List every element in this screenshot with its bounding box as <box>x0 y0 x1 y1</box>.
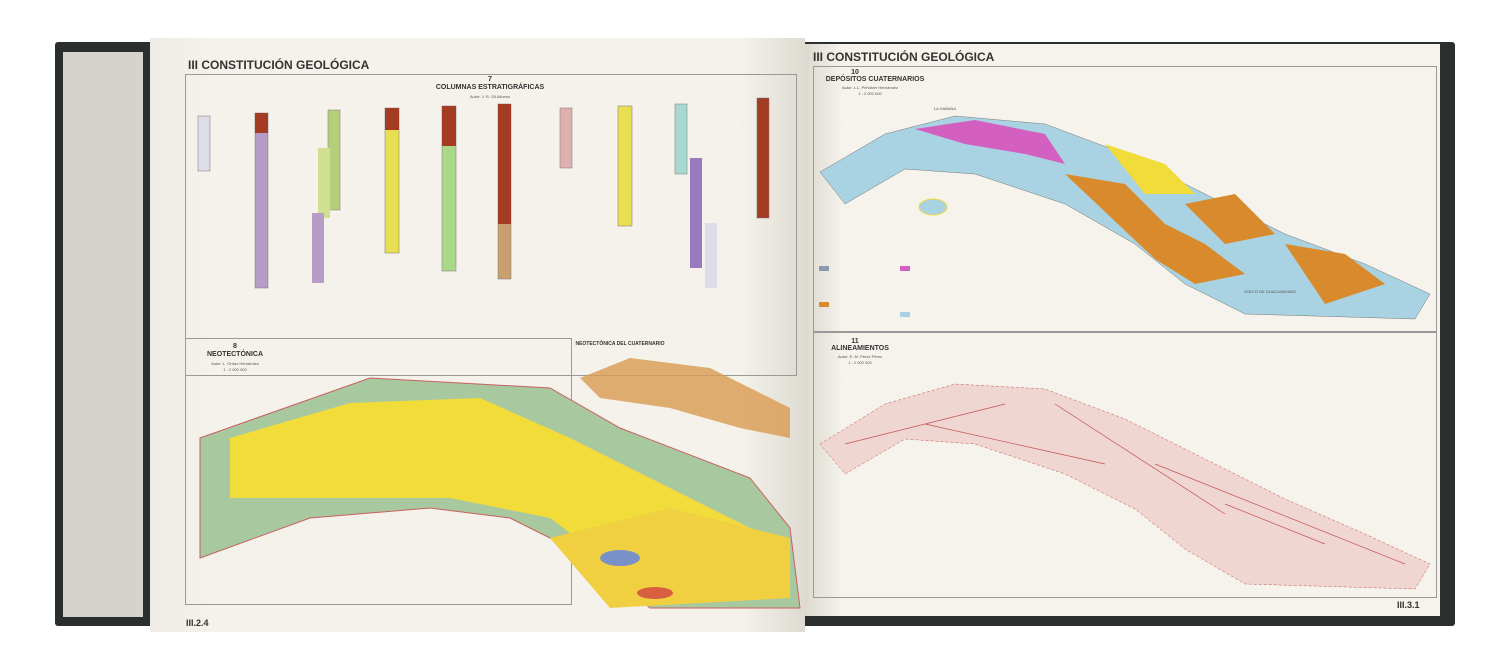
map-title: ALINEAMIENTOS <box>831 345 889 352</box>
alignments-panel <box>813 331 1437 598</box>
page-number: III.3.1 <box>1397 600 1420 610</box>
columns-panel <box>185 74 797 376</box>
right-page: III CONSTITUCIÓN GEOLÓGICA 10 DEPÓSITOS … <box>805 44 1440 616</box>
neotectonics-map <box>199 358 801 609</box>
section-header: III CONSTITUCIÓN GEOLÓGICA <box>813 50 995 64</box>
stratigraphic-columns <box>197 97 770 289</box>
map-number: 8 <box>233 343 237 350</box>
map-number: 7 <box>488 76 492 83</box>
map-number: 10 <box>851 69 859 76</box>
map-scale: 1 : 2 000 000 <box>223 367 247 372</box>
map-number: 11 <box>851 338 859 345</box>
quaternary-map <box>819 115 1431 320</box>
map-title: NEOTECTÓNICA <box>207 351 263 358</box>
map-scale: 1 : 2 000 000 <box>848 360 872 365</box>
place-label: GOLFO DE GUACANAYABO <box>1243 289 1297 294</box>
map-author: Autor: J. R. Gil Alfonso <box>469 94 511 99</box>
page-number: III.2.4 <box>186 618 209 628</box>
quaternary-panel <box>813 66 1437 333</box>
alignments-map <box>819 383 1431 590</box>
left-page: III CONSTITUCIÓN GEOLÓGICA 7 COLUMNAS ES… <box>150 38 805 632</box>
place-label: LA HABANA <box>933 106 957 111</box>
map-scale: 1 : 2 000 000 <box>858 91 882 96</box>
map-title: COLUMNAS ESTRATIGRÁFICAS <box>435 84 545 91</box>
map-title: DEPÓSITOS CUATERNARIOS <box>825 76 925 83</box>
map-author: Autor: L. Ordaz Hernández <box>211 361 259 366</box>
map-title: NEOTECTÓNICA DEL CUATERNARIO <box>575 341 665 347</box>
map-author: Autor: E. M. Pérez Pérez <box>837 354 883 359</box>
book-endpaper <box>63 52 143 617</box>
section-header: III CONSTITUCIÓN GEOLÓGICA <box>188 58 370 72</box>
map-author: Autor: L.L. Peñalver Hernández <box>841 85 899 90</box>
